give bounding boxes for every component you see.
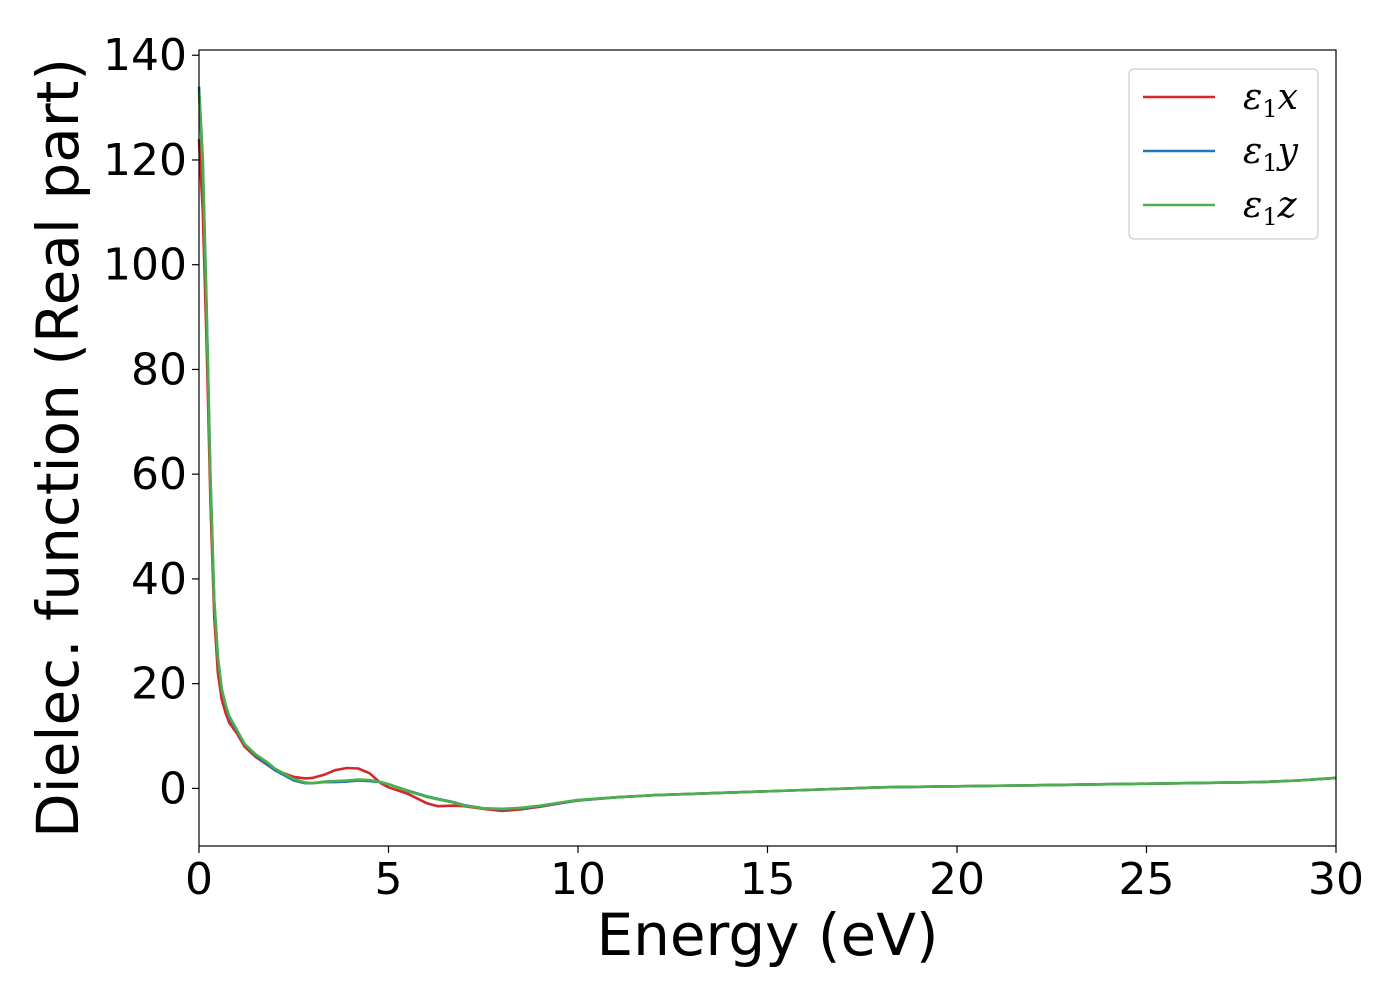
y-tick-label: 140 [103, 30, 187, 81]
x-tick-label: 15 [740, 854, 796, 905]
series-layer [197, 86, 1337, 813]
x-axis: 0 5 10 15 20 25 30 [185, 846, 1364, 905]
legend-label-x: ε1x [1243, 77, 1298, 123]
x-tick-label: 5 [375, 854, 403, 905]
x-tick-label: 10 [550, 854, 606, 905]
series-line-z [197, 91, 1337, 811]
y-tick-label: 80 [131, 344, 187, 395]
x-tick-label: 30 [1308, 854, 1364, 905]
legend-label-y: ε1y [1243, 131, 1299, 177]
series-line-x [197, 138, 1337, 813]
x-tick-label: 20 [929, 854, 985, 905]
y-tick-label: 20 [131, 659, 187, 710]
y-tick-label: 120 [103, 135, 187, 186]
y-tick-label: 40 [131, 554, 187, 605]
y-axis: 0 20 40 60 80 100 120 140 [103, 30, 199, 814]
y-tick-label: 100 [103, 240, 187, 291]
x-tick-label: 25 [1119, 854, 1175, 905]
legend-box [1128, 68, 1319, 240]
y-axis-title: Dielec. function (Real part) [24, 58, 92, 838]
y-tick-label: 0 [159, 763, 187, 814]
legend: ε1x ε1y ε1z [1128, 68, 1319, 240]
y-tick-label: 60 [131, 449, 187, 500]
x-tick-label: 0 [185, 854, 213, 905]
legend-label-z: ε1z [1243, 185, 1298, 231]
x-axis-title: Energy (eV) [596, 901, 938, 969]
